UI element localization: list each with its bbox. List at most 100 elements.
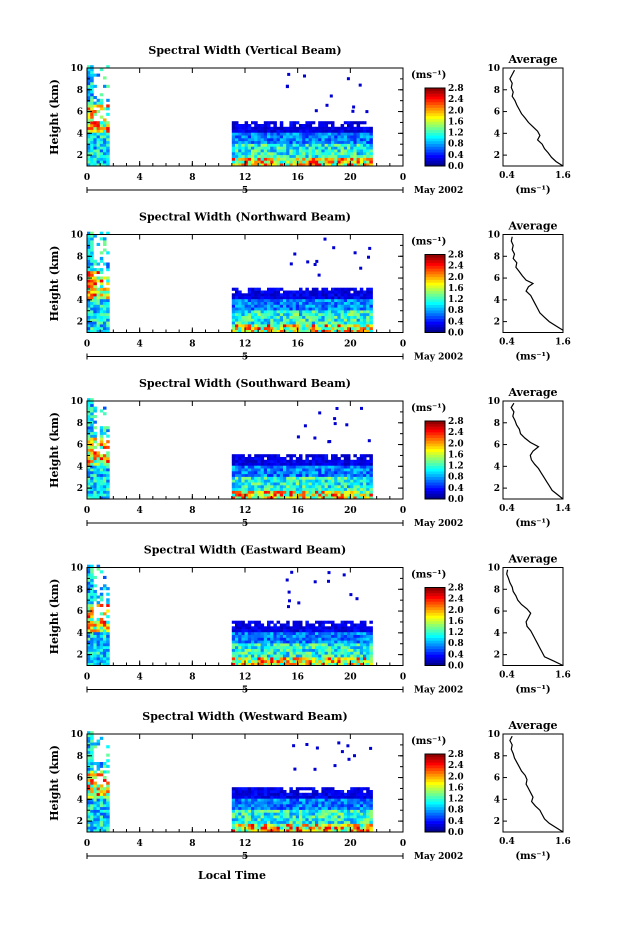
heatmap-cell bbox=[93, 324, 97, 327]
heatmap-cell bbox=[93, 784, 97, 787]
heatmap-cell bbox=[261, 302, 265, 305]
heatmap-cell bbox=[93, 745, 97, 748]
heatmap-cell bbox=[337, 146, 341, 149]
heatmap-cell bbox=[363, 649, 367, 652]
heatmap-cell bbox=[337, 471, 341, 474]
heatmap-cell bbox=[106, 291, 110, 294]
heatmap-cell bbox=[360, 307, 364, 310]
heatmap-cell bbox=[97, 474, 101, 477]
heatmap-cell bbox=[357, 810, 361, 813]
heatmap-cell bbox=[363, 463, 367, 466]
heatmap-cell bbox=[97, 784, 101, 787]
heatmap-cell bbox=[309, 821, 313, 824]
heatmap-cell bbox=[90, 765, 94, 768]
heatmap-cell bbox=[328, 643, 332, 646]
heatmap-cell bbox=[90, 624, 94, 627]
heatmap-cell bbox=[359, 267, 362, 270]
heatmap-cell bbox=[280, 787, 284, 790]
heatmap-cell bbox=[93, 468, 97, 471]
heatmap-cell bbox=[293, 460, 297, 463]
heatmap-cell bbox=[106, 488, 110, 491]
heatmap-cell bbox=[369, 793, 373, 796]
heatmap-cell bbox=[277, 626, 281, 629]
heatmap-cell bbox=[344, 798, 348, 801]
heatmap-cell bbox=[299, 471, 303, 474]
heatmap-cell bbox=[235, 488, 239, 491]
heatmap-cell bbox=[360, 146, 364, 149]
heatmap-cell bbox=[270, 324, 274, 327]
heatmap-cell bbox=[103, 801, 107, 804]
heatmap-cell bbox=[273, 138, 277, 141]
heatmap-cell bbox=[235, 640, 239, 643]
heatmap-cell bbox=[347, 463, 351, 466]
heatmap-cell bbox=[337, 629, 341, 632]
heatmap-cell bbox=[334, 482, 338, 485]
heatmap-cell bbox=[254, 319, 258, 322]
heatmap-cell bbox=[280, 138, 284, 141]
heatmap-cell bbox=[315, 632, 319, 635]
heatmap-cell bbox=[103, 327, 107, 330]
heatmap-cell bbox=[305, 141, 309, 144]
heatmap-cell bbox=[270, 288, 274, 291]
heatmap-cell bbox=[289, 121, 293, 124]
heatmap-cell bbox=[293, 810, 297, 813]
heatmap-cell bbox=[315, 130, 319, 133]
heatmap-cell bbox=[312, 132, 316, 135]
heatmap-cell bbox=[296, 626, 300, 629]
heatmap-cell bbox=[315, 260, 318, 263]
heatmap-cell bbox=[264, 138, 268, 141]
heatmap-cell bbox=[103, 660, 107, 663]
heatmap-cell bbox=[302, 152, 306, 155]
heatmap-cell bbox=[103, 107, 107, 110]
heatmap-cell bbox=[347, 454, 351, 457]
heatmap-cell bbox=[344, 465, 348, 468]
heatmap-cell bbox=[350, 632, 354, 635]
heatmap-cell bbox=[251, 815, 255, 818]
heatmap-cell bbox=[106, 632, 110, 635]
heatmap-cell bbox=[318, 296, 322, 299]
heatmap-cell bbox=[353, 288, 357, 291]
heatmap-cell bbox=[325, 471, 329, 474]
heatmap-cell bbox=[241, 632, 245, 635]
heatmap-cell bbox=[356, 597, 359, 600]
heatmap-cell bbox=[299, 804, 303, 807]
heatmap-cell bbox=[254, 149, 258, 152]
heatmap-cell bbox=[245, 310, 249, 313]
heatmap-cell bbox=[248, 807, 252, 810]
heatmap-cell bbox=[238, 629, 242, 632]
heatmap-cell bbox=[251, 288, 255, 291]
heatmap-cell bbox=[318, 124, 322, 127]
heatmap-cell bbox=[90, 265, 94, 268]
heatmap-cell bbox=[289, 465, 293, 468]
heatmap-cell bbox=[321, 482, 325, 485]
heatmap-cell bbox=[357, 818, 361, 821]
heatmap-cell bbox=[337, 815, 341, 818]
heatmap-cell bbox=[312, 296, 316, 299]
heatmap-cell bbox=[331, 463, 335, 466]
heatmap-cell bbox=[238, 821, 242, 824]
heatmap-cell bbox=[235, 130, 239, 133]
heatmap-cell bbox=[264, 305, 268, 308]
heatmap-cell bbox=[87, 626, 91, 629]
heatmap-cell bbox=[305, 477, 309, 480]
heatmap-cell bbox=[353, 474, 357, 477]
heatmap-cell bbox=[289, 293, 293, 296]
heatmap-cell bbox=[318, 316, 322, 319]
heatmap-cell bbox=[325, 652, 329, 655]
heatmap-cell bbox=[289, 477, 293, 480]
heatmap-cell bbox=[235, 621, 239, 624]
heatmap-cell bbox=[283, 152, 287, 155]
heatmap-cell bbox=[286, 640, 290, 643]
heatmap-cell bbox=[277, 135, 281, 138]
heatmap-cell bbox=[309, 130, 313, 133]
heatmap-cell bbox=[325, 640, 329, 643]
heatmap-cell bbox=[299, 796, 303, 799]
heatmap-cell bbox=[360, 321, 364, 324]
average-y-tick-label: 6 bbox=[494, 108, 500, 118]
heatmap-cell bbox=[331, 477, 335, 480]
heatmap-cell bbox=[93, 260, 97, 263]
heatmap-cell bbox=[286, 155, 290, 158]
heatmap-cell bbox=[325, 654, 329, 657]
heatmap-cell bbox=[366, 468, 370, 471]
heatmap-cell bbox=[90, 293, 94, 296]
